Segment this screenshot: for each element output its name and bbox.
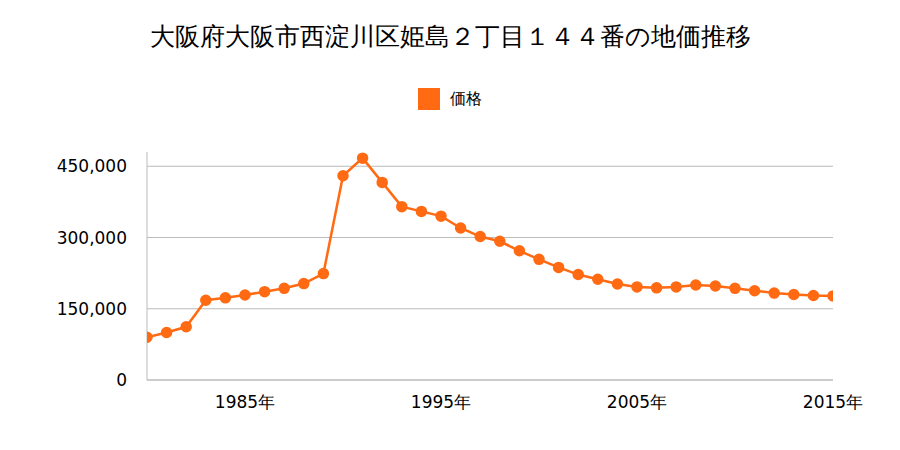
html-text:大阪府大阪市西淀川区姫島２丁目１４４番の地価推移: 大阪府大阪市西淀川区姫島２丁目１４４番の地価推移 (149, 22, 751, 51)
svg-text:1995年: 1995年 (411, 392, 471, 412)
svg-text:300,000: 300,000 (57, 228, 127, 248)
svg-text:0: 0 (116, 370, 127, 390)
svg-text:1985年: 1985年 (215, 392, 275, 412)
svg-text:450,000: 450,000 (57, 156, 127, 176)
html-text:価格: 価格 (450, 88, 482, 108)
svg-text:2005年: 2005年 (607, 392, 667, 412)
svg-text:150,000: 150,000 (57, 299, 127, 319)
svg-text:2015年: 2015年 (803, 392, 863, 412)
